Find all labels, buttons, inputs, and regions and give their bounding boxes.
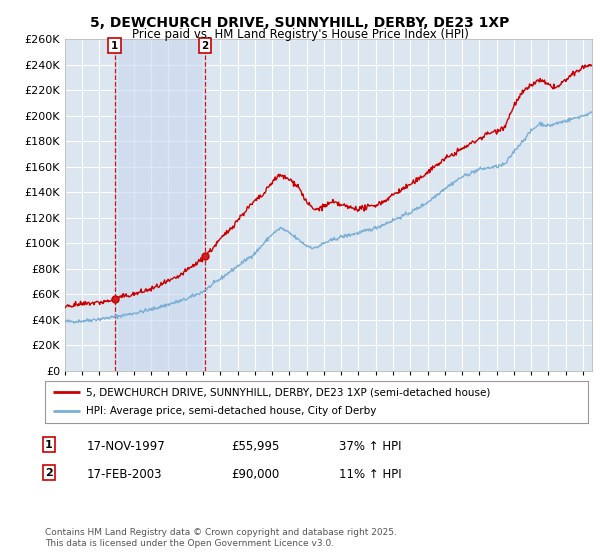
Text: £55,995: £55,995 bbox=[231, 440, 280, 452]
Text: 37% ↑ HPI: 37% ↑ HPI bbox=[339, 440, 401, 452]
Text: Contains HM Land Registry data © Crown copyright and database right 2025.: Contains HM Land Registry data © Crown c… bbox=[45, 528, 397, 536]
Text: 1: 1 bbox=[45, 440, 53, 450]
Text: 17-NOV-1997: 17-NOV-1997 bbox=[87, 440, 166, 452]
Text: This data is licensed under the Open Government Licence v3.0.: This data is licensed under the Open Gov… bbox=[45, 539, 334, 548]
Text: HPI: Average price, semi-detached house, City of Derby: HPI: Average price, semi-detached house,… bbox=[86, 407, 376, 417]
Text: 1: 1 bbox=[111, 41, 118, 51]
Bar bbox=[115, 39, 205, 371]
Text: 2: 2 bbox=[45, 468, 53, 478]
Text: £90,000: £90,000 bbox=[231, 468, 279, 480]
Text: 5, DEWCHURCH DRIVE, SUNNYHILL, DERBY, DE23 1XP: 5, DEWCHURCH DRIVE, SUNNYHILL, DERBY, DE… bbox=[91, 16, 509, 30]
Text: Price paid vs. HM Land Registry's House Price Index (HPI): Price paid vs. HM Land Registry's House … bbox=[131, 28, 469, 41]
Text: 5, DEWCHURCH DRIVE, SUNNYHILL, DERBY, DE23 1XP (semi-detached house): 5, DEWCHURCH DRIVE, SUNNYHILL, DERBY, DE… bbox=[86, 387, 490, 397]
Text: 11% ↑ HPI: 11% ↑ HPI bbox=[339, 468, 401, 480]
Text: 2: 2 bbox=[202, 41, 209, 51]
Text: 17-FEB-2003: 17-FEB-2003 bbox=[87, 468, 163, 480]
